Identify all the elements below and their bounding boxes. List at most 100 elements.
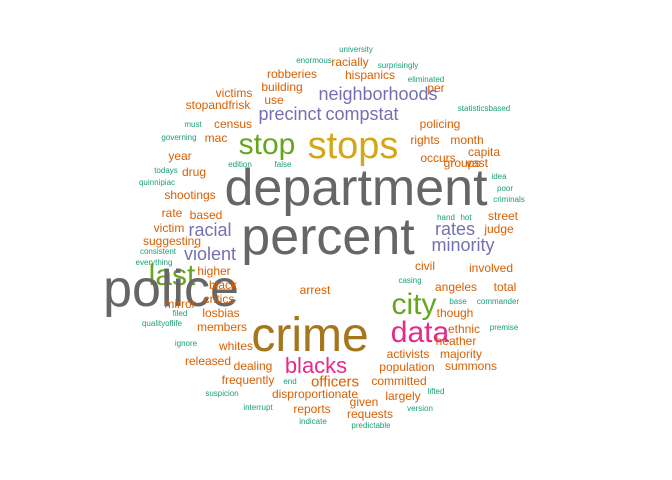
word-police: police	[103, 260, 239, 318]
word-lifted: lifted	[427, 387, 445, 396]
word-given: given	[349, 395, 379, 409]
word-based: based	[189, 208, 223, 222]
word-involved: involved	[468, 261, 514, 275]
word-rights: rights	[410, 133, 440, 147]
word-street: street	[487, 209, 519, 223]
word-officers: officers	[310, 373, 360, 391]
word-angeles: angeles	[434, 280, 478, 294]
word-capita: capita	[467, 145, 501, 159]
word-arrest: arrest	[299, 283, 331, 297]
word-poor: poor	[496, 184, 514, 193]
word-compstat: compstat	[325, 104, 399, 124]
word-hot: hot	[460, 213, 472, 222]
word-dealing: dealing	[233, 359, 273, 373]
word-judge: judge	[484, 222, 514, 236]
word-casing: casing	[398, 276, 422, 285]
word-largely: largely	[385, 389, 421, 403]
word-though: though	[436, 306, 474, 320]
word-heather: heather	[435, 334, 477, 348]
word-racially: racially	[331, 55, 369, 69]
word-census: census	[213, 117, 253, 131]
word-frequently: frequently	[221, 373, 275, 387]
word-minority: minority	[431, 235, 495, 255]
word-suspicion: suspicion	[205, 389, 239, 398]
word-violent: violent	[183, 244, 237, 264]
word-month: month	[450, 133, 484, 147]
word-black: black	[208, 278, 238, 292]
word-drug: drug	[181, 165, 207, 179]
word-base: base	[449, 297, 467, 306]
word-hand: hand	[437, 213, 455, 222]
word-building: building	[261, 80, 303, 94]
word-victims: victims	[215, 86, 253, 100]
word-victim: victim	[153, 221, 185, 235]
word-false: false	[274, 160, 292, 169]
word-precinct: precinct	[258, 104, 322, 124]
word-university: university	[339, 45, 373, 54]
word-committed: committed	[371, 374, 427, 388]
word-groups: groups	[443, 156, 481, 170]
word-civil: civil	[415, 259, 435, 273]
word-members: members	[196, 320, 248, 334]
word-last: last	[148, 259, 196, 292]
word-indicate: indicate	[299, 417, 327, 426]
word-population: population	[379, 360, 435, 374]
word-statisticsbased: statisticsbased	[457, 104, 511, 113]
word-idea: idea	[491, 172, 507, 181]
word-use: use	[264, 93, 284, 107]
word-edition: edition	[228, 160, 252, 169]
word-critics: critics	[203, 292, 235, 306]
word-blacks: blacks	[284, 353, 348, 378]
word-racial: racial	[188, 220, 232, 240]
word-requests: requests	[346, 407, 394, 421]
word-vast: vast	[465, 156, 489, 170]
word-qualityoflife: qualityoflife	[141, 319, 183, 328]
word-surprisingly: surprisingly	[377, 61, 419, 70]
word-commander: commander	[476, 297, 520, 306]
word-predictable: predictable	[351, 421, 391, 430]
word-filed: filed	[172, 309, 188, 318]
word-year: year	[168, 149, 192, 163]
word-neighborhoods: neighborhoods	[318, 84, 438, 104]
word-per: per	[427, 81, 445, 95]
word-stop: stop	[238, 128, 296, 161]
word-policing: policing	[419, 117, 461, 131]
word-robberies: robberies	[266, 67, 318, 81]
word-higher: higher	[197, 264, 231, 278]
word-rate: rate	[161, 206, 183, 220]
word-everything: everything	[135, 258, 173, 267]
word-rates: rates	[434, 219, 476, 239]
word-shootings: shootings	[164, 188, 216, 202]
word-percent: percent	[241, 208, 415, 266]
word-losbias: losbias	[202, 306, 240, 320]
word-interrupt: interrupt	[243, 403, 273, 412]
word-crime: crime	[251, 309, 369, 362]
word-must: must	[184, 120, 202, 129]
word-ethnic: ethnic	[447, 322, 481, 336]
word-eliminated: eliminated	[407, 75, 445, 84]
word-disproportionate: disproportionate	[271, 387, 359, 401]
word-enormous: enormous	[296, 56, 332, 65]
word-city: city	[391, 288, 437, 321]
word-mirror: mirror	[164, 297, 196, 311]
word-stopandfrisk: stopandfrisk	[185, 98, 251, 112]
word-suggesting: suggesting	[142, 234, 202, 248]
word-department: department	[224, 159, 488, 217]
word-majority: majority	[439, 347, 483, 361]
word-mac: mac	[204, 131, 228, 145]
word-activists: activists	[386, 347, 430, 361]
word-end: end	[283, 377, 297, 386]
word-ignore: ignore	[174, 339, 198, 348]
word-total: total	[493, 280, 517, 294]
word-reports: reports	[293, 402, 331, 416]
word-occurs: occurs	[420, 151, 456, 165]
word-hispanics: hispanics	[344, 68, 396, 82]
word-stops: stops	[307, 125, 399, 167]
word-whites: whites	[218, 339, 254, 353]
word-premise: premise	[489, 323, 519, 332]
word-quinnipiac: quinnipiac	[138, 178, 176, 187]
word-governing: governing	[161, 133, 197, 142]
word-released: released	[184, 354, 232, 368]
word-summons: summons	[444, 359, 498, 373]
